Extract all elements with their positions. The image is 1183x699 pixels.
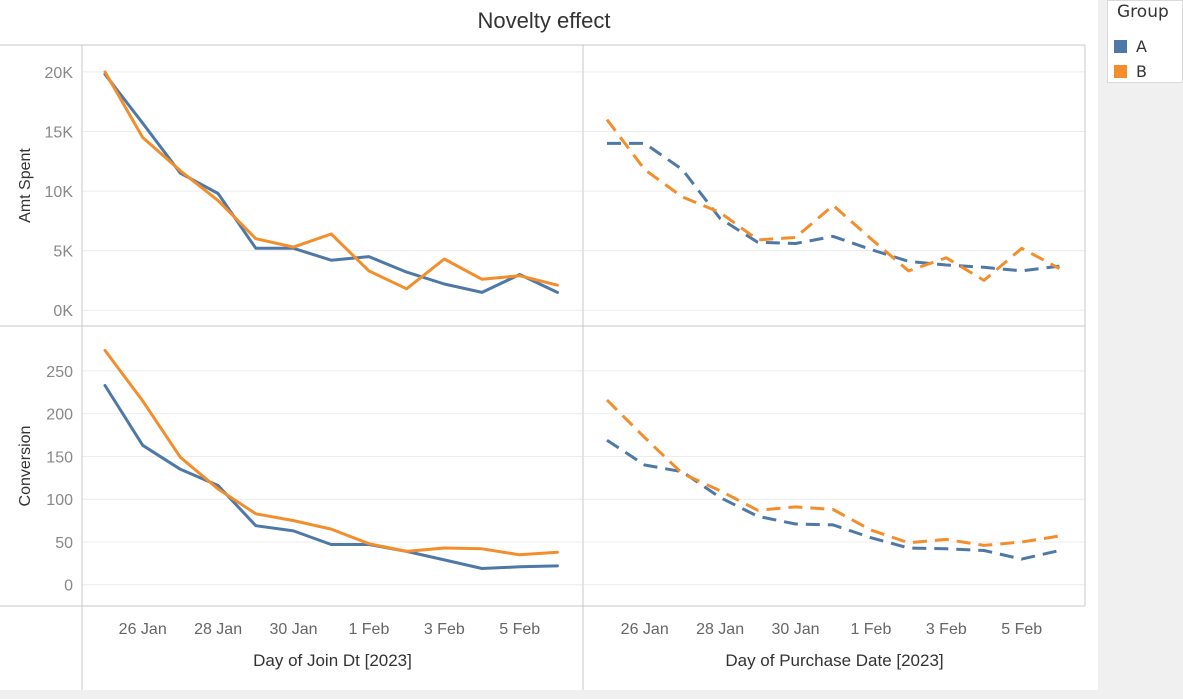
x-tick-label: 1 Feb	[348, 621, 389, 638]
axis-layer: 0K 5K 10K 15K 20K Amt Spent 0 50 100 150 200 250 Con…	[17, 65, 1042, 670]
chart-title: Novelty effect	[478, 8, 611, 33]
legend: Group A B	[1107, 0, 1183, 83]
series-layer	[103, 70, 1061, 570]
x-axis-label: Day of Join Dt [2023]	[253, 651, 412, 670]
grid-layer	[82, 71, 1085, 586]
series-line-a-r1c1	[606, 438, 1060, 561]
y-tick-label: 20K	[45, 65, 74, 82]
x-tick-label: 30 Jan	[269, 621, 317, 638]
x-tick-label: 5 Feb	[499, 621, 540, 638]
series-line-b-r0c0	[103, 70, 559, 291]
legend-swatch-a	[1114, 39, 1127, 53]
series-line-b-r0c1	[605, 118, 1061, 282]
x-tick-label: 28 Jan	[194, 621, 242, 638]
x-tick-label: 3 Feb	[424, 621, 465, 638]
y-tick-label: 15K	[45, 124, 74, 141]
y-tick-label: 150	[46, 449, 73, 466]
x-tick-label: 26 Jan	[621, 621, 669, 638]
y-tick-label: 0	[64, 578, 73, 595]
y-axis-label: Amt Spent	[17, 148, 34, 223]
legend-label-a: A	[1136, 36, 1147, 56]
series-line-b-r1c0	[103, 348, 559, 557]
legend-item-a[interactable]: A	[1114, 36, 1147, 56]
series-line-a-r0c0	[103, 72, 559, 294]
chart-area: Novelty effect 0K 5K 10K 15K 20K Amt Spent 0 50…	[0, 0, 1098, 690]
y-tick-label: 50	[55, 535, 73, 552]
legend-label-b: B	[1136, 61, 1147, 81]
x-tick-label: 28 Jan	[696, 621, 744, 638]
x-axis-label: Day of Purchase Date [2023]	[725, 651, 943, 670]
y-tick-label: 100	[46, 492, 73, 509]
y-axis-label: Conversion	[17, 426, 34, 507]
legend-title: Group	[1117, 2, 1169, 22]
chart-svg: Novelty effect 0K 5K 10K 15K 20K Amt Spent 0 50…	[0, 8, 1086, 690]
x-tick-label: 30 Jan	[771, 621, 819, 638]
legend-swatch-b	[1114, 64, 1127, 78]
x-tick-label: 3 Feb	[926, 621, 967, 638]
y-tick-label: 200	[46, 407, 73, 424]
series-line-a-r1c0	[103, 384, 559, 570]
series-line-a-r0c1	[607, 141, 1060, 273]
legend-item-b[interactable]: B	[1114, 61, 1147, 81]
y-tick-label: 10K	[45, 184, 74, 201]
right-panel-background	[1098, 0, 1183, 699]
y-tick-label: 0K	[53, 303, 73, 320]
x-tick-label: 26 Jan	[119, 621, 167, 638]
y-tick-label: 250	[46, 364, 73, 381]
frame-layer	[0, 44, 1086, 690]
x-tick-label: 1 Feb	[850, 621, 891, 638]
series-line-b-r1c1	[605, 398, 1060, 547]
x-tick-label: 5 Feb	[1001, 621, 1042, 638]
y-tick-label: 5K	[53, 244, 73, 261]
